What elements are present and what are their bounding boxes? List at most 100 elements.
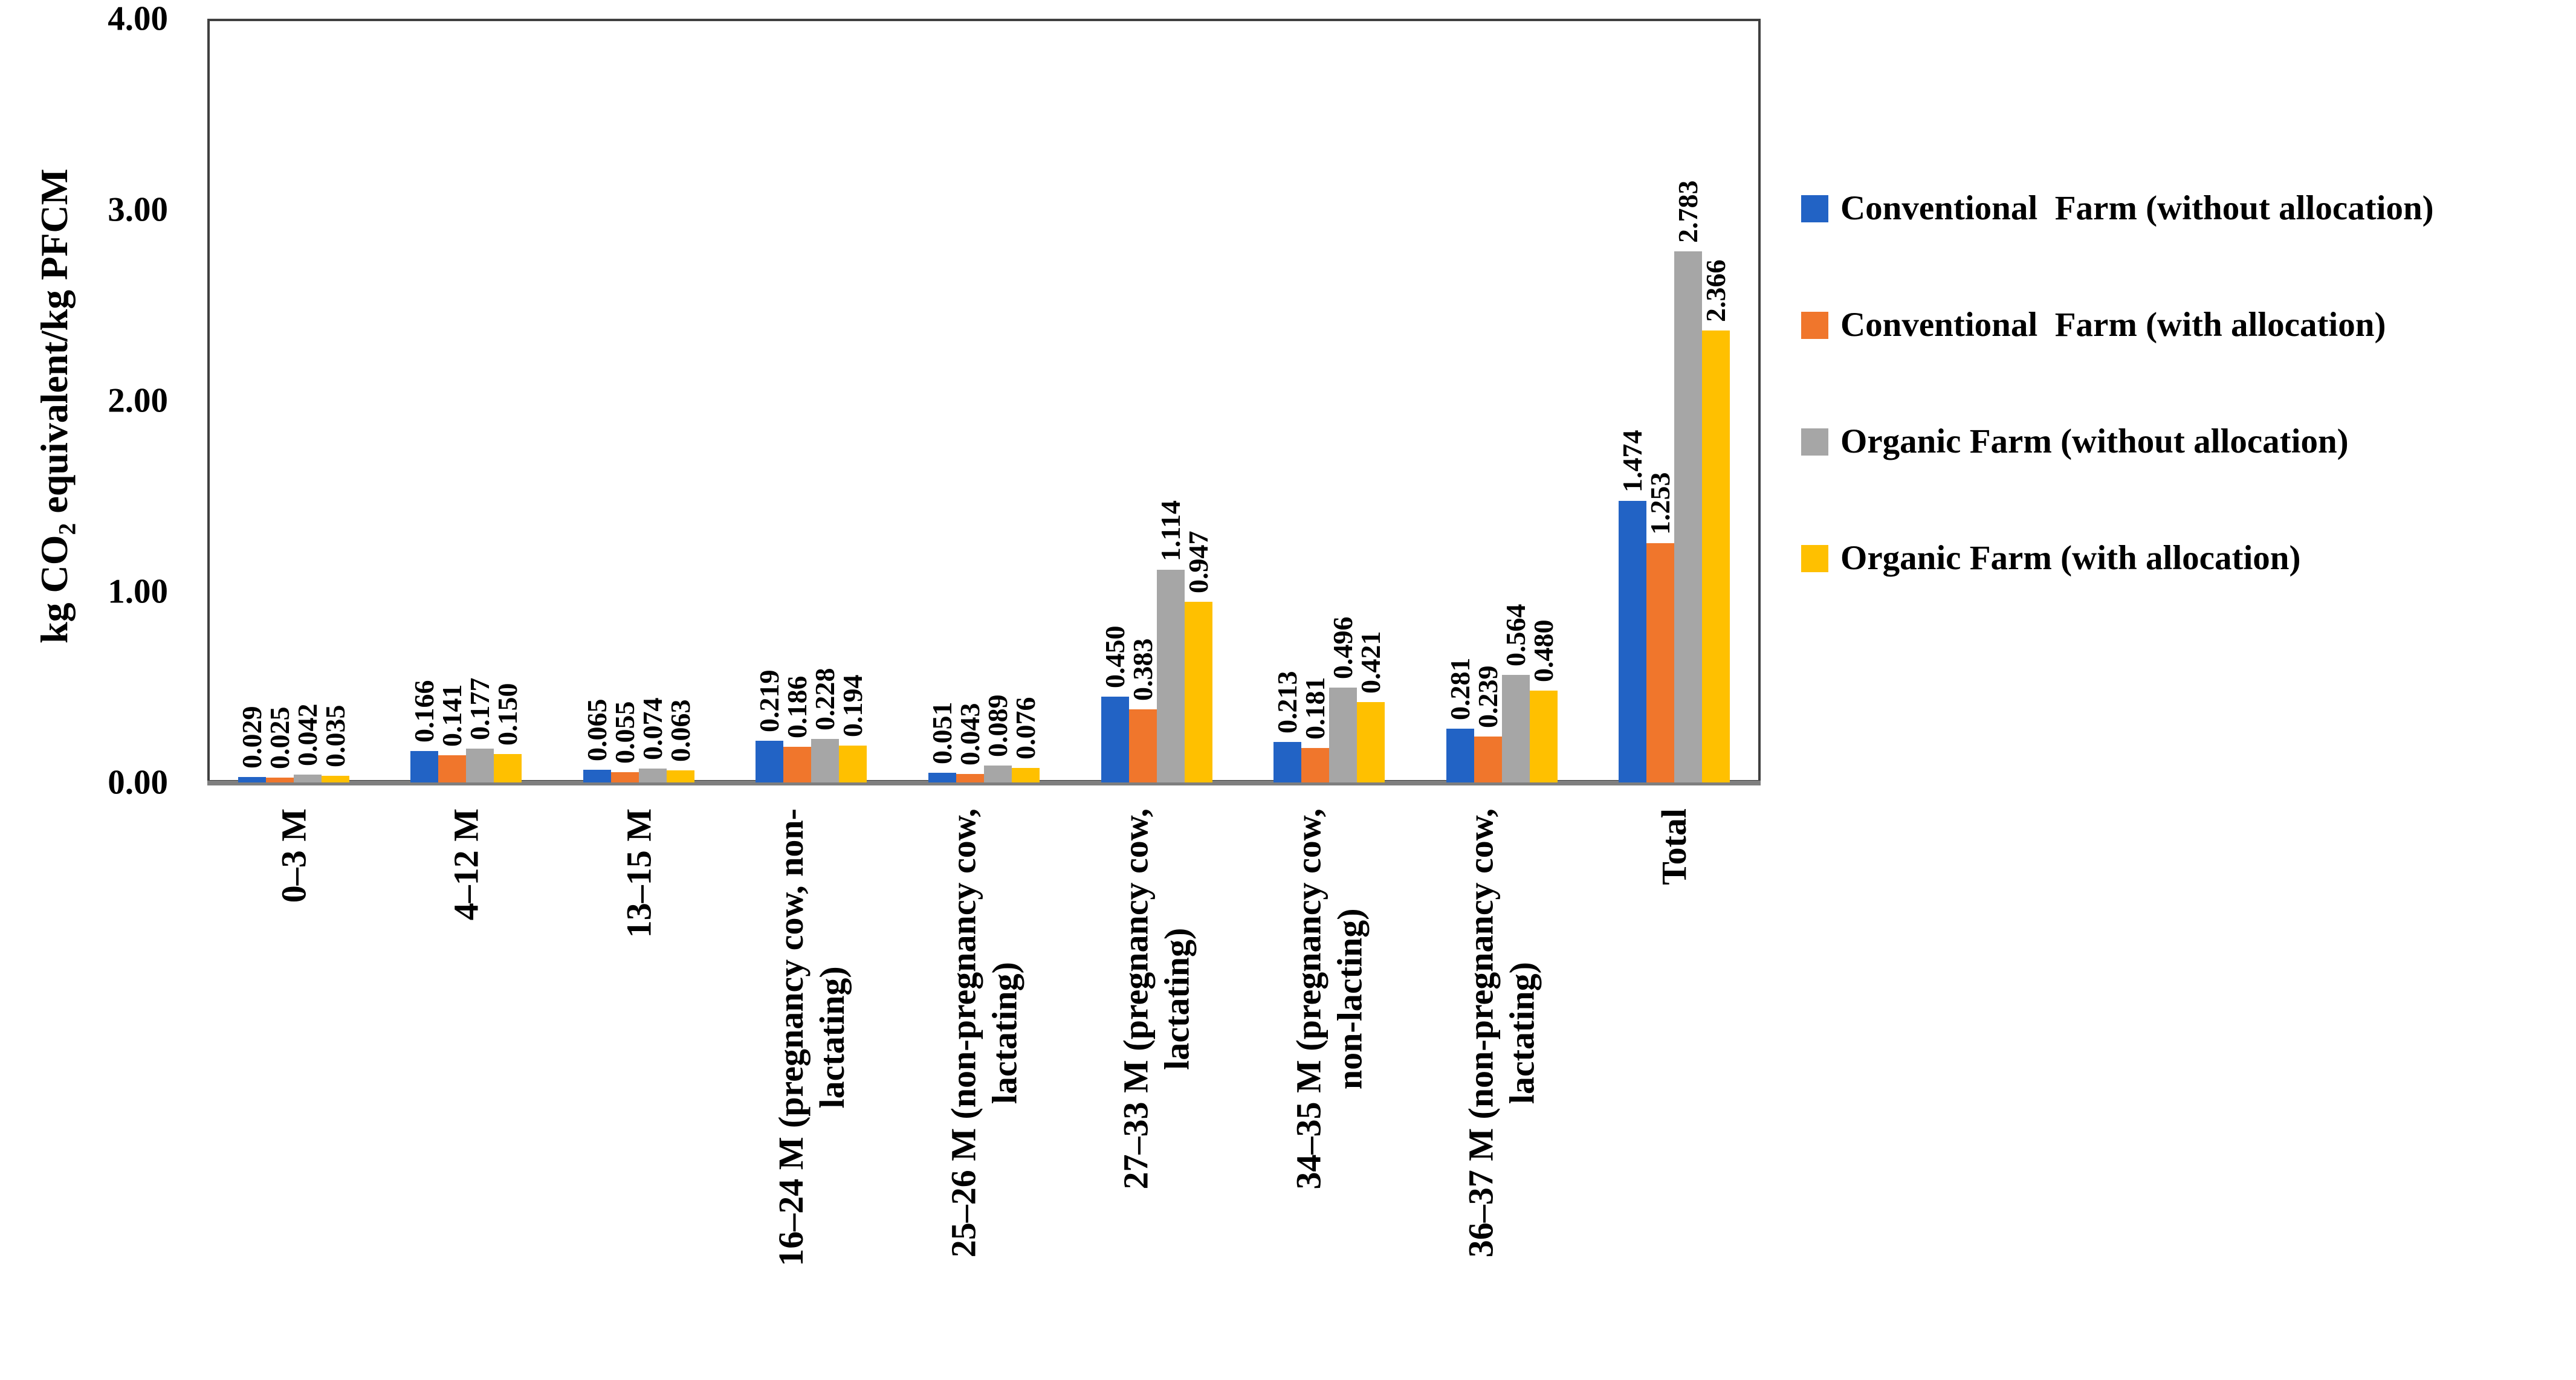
x-axis-category-label: 36–37 M (non-pregnancy cow, lactating)	[1461, 808, 1542, 1258]
bar	[1646, 543, 1675, 782]
bar	[1619, 501, 1647, 782]
bar	[638, 768, 667, 782]
legend-swatch-icon	[1801, 195, 1828, 222]
legend-item: Conventional Farm (without allocation)	[1801, 189, 2434, 228]
bar	[1273, 741, 1302, 782]
x-axis-category-label: 0–3 M	[273, 808, 313, 903]
bar	[265, 778, 294, 782]
bar	[1156, 569, 1185, 782]
legend-swatch-icon	[1801, 311, 1828, 339]
bar-value-label: 0.228	[809, 668, 841, 730]
bar-value-label: 0.076	[1010, 697, 1041, 759]
bar-value-label: 0.043	[954, 703, 985, 766]
bar	[1012, 767, 1040, 782]
bar-value-label: 0.239	[1472, 665, 1503, 729]
y-axis-title-subscript: 2	[54, 523, 81, 535]
bar-value-label: 0.213	[1272, 671, 1303, 734]
bar	[583, 770, 611, 782]
x-axis-category-label: 27–33 M (pregnancy cow, lactating)	[1116, 808, 1197, 1190]
bar-value-label: 1.253	[1645, 472, 1676, 535]
bar	[1357, 701, 1385, 782]
x-axis-category-label: 13–15 M	[618, 808, 658, 938]
bar	[466, 749, 494, 782]
bar	[1184, 601, 1212, 782]
y-axis-tick-label: 2.00	[108, 381, 168, 420]
bar-value-label: 0.166	[409, 680, 440, 743]
bar-value-label: 0.947	[1182, 530, 1214, 593]
legend-swatch-icon	[1801, 544, 1828, 572]
bar-value-label: 0.421	[1355, 631, 1387, 694]
legend-label: Organic Farm (without allocation)	[1840, 422, 2349, 460]
bar-value-label: 0.025	[264, 706, 295, 770]
legend-label: Conventional Farm (with allocation)	[1840, 306, 2386, 344]
bar	[1128, 709, 1157, 782]
bar-value-label: 0.219	[754, 669, 785, 732]
bar-value-label: 0.055	[609, 701, 640, 764]
legend-item: Organic Farm (without allocation)	[1801, 422, 2434, 462]
bar-value-label: 0.450	[1099, 625, 1130, 688]
bar	[956, 774, 984, 782]
legend-label: Organic Farm (with allocation)	[1840, 539, 2301, 577]
bar	[410, 750, 439, 782]
bar-value-label: 0.383	[1127, 638, 1158, 701]
y-axis-title-prefix: kg CO	[32, 535, 76, 644]
bar	[238, 776, 266, 782]
bar	[438, 755, 467, 782]
bar	[293, 774, 322, 782]
legend: Conventional Farm (without allocation) Co…	[1801, 189, 2434, 578]
bar-value-label: 2.366	[1700, 259, 1732, 323]
bar	[1329, 688, 1358, 782]
bar-value-label: 0.194	[837, 674, 869, 737]
x-axis-category-label: Total	[1654, 808, 1694, 885]
bar-value-label: 0.051	[927, 701, 957, 764]
x-axis-category-label: 4–12 M	[446, 808, 486, 921]
bar-value-label: 0.150	[492, 683, 523, 746]
bar-value-label: 0.074	[636, 697, 668, 760]
bar	[321, 775, 349, 782]
y-axis-tick-label: 0.00	[108, 763, 168, 802]
bar	[494, 753, 522, 782]
bar-value-label: 1.474	[1617, 430, 1648, 493]
y-axis-tick-label: 3.00	[108, 190, 168, 229]
bar	[811, 738, 840, 782]
legend-swatch-icon	[1801, 428, 1828, 456]
bar-value-label: 0.496	[1327, 616, 1359, 680]
bar-value-label: 0.177	[464, 677, 496, 741]
bar	[1702, 330, 1730, 782]
bar-value-label: 0.065	[581, 698, 612, 762]
bar-value-label: 0.564	[1500, 604, 1531, 666]
x-axis-category-label: 16–24 M (pregnancy cow, non-lactating)	[771, 808, 852, 1266]
x-axis-category-label: 34–35 M (pregnancy cow, non-lacting)	[1289, 808, 1370, 1190]
bar	[1674, 251, 1703, 782]
y-axis-tick-label: 4.00	[108, 0, 168, 38]
bar	[1529, 691, 1558, 782]
legend-item: Conventional Farm (with allocation)	[1801, 305, 2434, 345]
bar	[1501, 674, 1530, 782]
legend-label: Conventional Farm (without allocation)	[1840, 189, 2434, 227]
legend-item: Organic Farm (with allocation)	[1801, 538, 2434, 578]
bar-value-label: 0.281	[1444, 657, 1475, 721]
bar-value-label: 0.042	[291, 703, 323, 766]
bar-value-label: 1.114	[1154, 500, 1186, 561]
y-axis-title: kg CO2 equivalent/kg PFCM	[32, 168, 81, 644]
bar	[1474, 737, 1502, 782]
bar	[984, 765, 1012, 782]
bar	[1446, 729, 1474, 782]
bar	[1301, 747, 1330, 782]
bar-value-label: 0.141	[436, 684, 468, 747]
bar	[610, 772, 639, 782]
bar	[783, 747, 812, 782]
y-axis-tick-label: 1.00	[108, 572, 168, 611]
x-axis-category-label: 25–26 M (non-pregnancy cow, lactating)	[943, 808, 1024, 1258]
bar-value-label: 0.089	[982, 694, 1013, 757]
bar-value-label: 0.063	[664, 699, 696, 763]
plot-area	[207, 19, 1761, 782]
bar-value-label: 0.480	[1527, 619, 1559, 683]
bar-value-label: 2.783	[1672, 180, 1704, 243]
bar-value-label: 0.035	[319, 705, 351, 767]
y-axis-title-suffix: equivalent/kg PFCM	[32, 168, 76, 523]
bar	[928, 772, 956, 782]
x-axis-line	[207, 781, 1761, 785]
bar	[839, 745, 867, 782]
